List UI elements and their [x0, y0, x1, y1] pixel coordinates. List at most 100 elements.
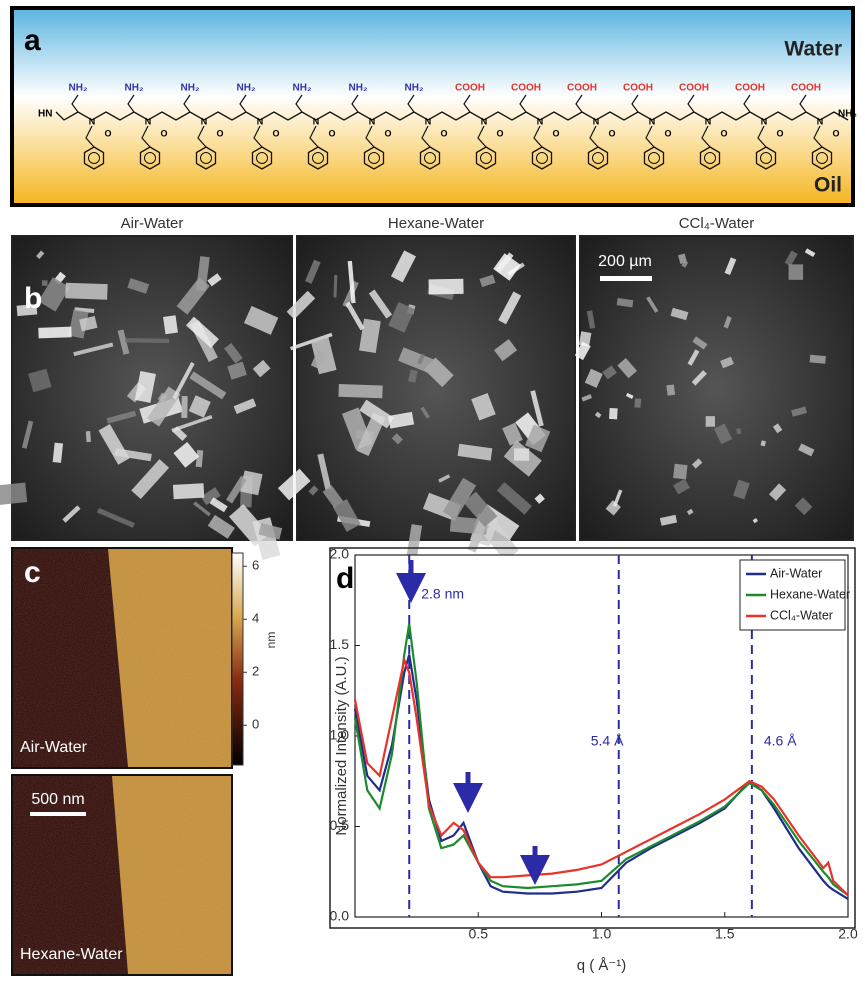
crystal-flake: [181, 396, 187, 418]
side-group: NH₂: [125, 83, 144, 94]
panel-label: d: [336, 562, 354, 595]
backbone-atom: O: [440, 128, 447, 138]
crystal-flake: [42, 280, 48, 286]
backbone-atom: O: [160, 128, 167, 138]
crystal-flake: [65, 283, 107, 300]
scale-bar: [600, 276, 652, 281]
legend: Air-Water Hexane-Water CCl₄-Water: [740, 560, 850, 630]
reference-label: 5.4 Å: [591, 733, 624, 749]
side-group: NH₂: [237, 83, 256, 94]
crystal-flake: [706, 416, 715, 427]
crystal-flake: [666, 384, 675, 395]
crystal-flake: [810, 355, 826, 364]
scale-bar-label: 500 nm: [31, 791, 84, 808]
crystal-flake: [163, 315, 178, 334]
crystal-flake: [338, 384, 382, 398]
panel-d: d0.00.51.01.52.00.51.01.52.0q ( Å⁻¹)Norm…: [330, 546, 858, 974]
x-tick-label: 1.0: [592, 926, 612, 942]
crystal-flake: [173, 483, 204, 499]
backbone-atom: N: [761, 116, 768, 126]
side-group: COOH: [623, 83, 653, 94]
side-group: NH₂: [69, 83, 88, 94]
x-tick-label: 2.0: [838, 926, 858, 942]
side-group: NH₂: [181, 83, 200, 94]
backbone-atom: O: [552, 128, 559, 138]
backbone-atom: O: [608, 128, 615, 138]
y-tick-label: 0.0: [330, 908, 350, 924]
crystal-flake: [429, 279, 464, 295]
image-title: CCl₄-Water: [679, 215, 755, 232]
y-tick-label: 2.0: [330, 546, 350, 562]
backbone-atom: N: [201, 116, 208, 126]
colorbar-tick-label: 0: [252, 717, 259, 732]
backbone-atom: N: [257, 116, 264, 126]
y-axis-label: Normalized Intensity (A.U.): [333, 656, 350, 835]
panel-label: c: [24, 556, 41, 589]
side-group: NH₂: [405, 83, 424, 94]
panel-label: a: [24, 24, 41, 57]
image-title: Hexane-Water: [388, 215, 484, 232]
x-tick-label: 0.5: [469, 926, 489, 942]
legend-label: Air-Water: [770, 566, 822, 580]
panel-b: Air-WaterHexane-WaterCCl₄-Waterb200 µm: [0, 215, 853, 561]
side-group: NH₂: [293, 83, 312, 94]
crystal-flake: [514, 448, 529, 461]
micrograph: [580, 236, 853, 540]
image-caption: Hexane-Water: [20, 946, 123, 963]
crystal-flake: [609, 408, 618, 419]
colorbar: [232, 553, 243, 765]
side-group: COOH: [735, 83, 765, 94]
side-group: COOH: [791, 83, 821, 94]
y-tick-label: 1.5: [330, 636, 350, 652]
phase-label: Water: [784, 38, 842, 61]
backbone-atom: N: [481, 116, 488, 126]
backbone-atom: N: [89, 116, 96, 126]
crystal-flake: [789, 264, 803, 279]
crystal-flake: [125, 338, 169, 343]
backbone-atom: N: [425, 116, 432, 126]
backbone-atom: O: [272, 128, 279, 138]
side-group: NH₂: [349, 83, 368, 94]
crystal-flake: [0, 483, 27, 506]
page: aWaterOilHNNH₂NONH₂NONH₂NONH₂NONH₂NONH₂N…: [0, 0, 865, 981]
backbone-atom: N: [705, 116, 712, 126]
crystal-flake: [86, 431, 91, 442]
backbone-atom: N: [593, 116, 600, 126]
backbone-atom: O: [328, 128, 335, 138]
backbone-atom: N: [145, 116, 152, 126]
x-axis-label: q ( Å⁻¹): [577, 957, 627, 974]
backbone-atom: O: [832, 128, 839, 138]
side-group: COOH: [567, 83, 597, 94]
backbone-atom: N: [313, 116, 320, 126]
crystal-flake: [38, 327, 71, 339]
image-title: Air-Water: [121, 215, 184, 232]
figure: aWaterOilHNNH₂NONH₂NONH₂NONH₂NONH₂NONH₂N…: [0, 0, 865, 981]
phase-label: Oil: [814, 174, 842, 197]
backbone-atom: O: [776, 128, 783, 138]
backbone-atom: O: [216, 128, 223, 138]
interface-panel: [12, 8, 853, 205]
scale-bar: [30, 812, 86, 816]
legend-label: CCl₄-Water: [770, 608, 833, 622]
panel-c: Air-WaterHexane-Waterc500 nm6420nm: [12, 548, 278, 975]
side-group: COOH: [679, 83, 709, 94]
colorbar-tick-label: 2: [252, 664, 259, 679]
backbone-atom: N: [817, 116, 824, 126]
legend-label: Hexane-Water: [770, 587, 850, 601]
backbone-atom: N: [537, 116, 544, 126]
reference-label: 2.8 nm: [421, 586, 464, 602]
afm-texture: [13, 549, 231, 767]
colorbar-tick-label: 6: [252, 558, 259, 573]
n-terminus: HN: [38, 109, 52, 120]
backbone-atom: O: [496, 128, 503, 138]
backbone-atom: N: [649, 116, 656, 126]
side-group: COOH: [455, 83, 485, 94]
colorbar-unit: nm: [264, 632, 278, 649]
backbone-atom: O: [384, 128, 391, 138]
crystal-flake: [673, 464, 687, 480]
x-tick-label: 1.5: [715, 926, 735, 942]
backbone-atom: O: [720, 128, 727, 138]
side-group: COOH: [511, 83, 541, 94]
crystal-flake: [634, 398, 641, 407]
colorbar-tick-label: 4: [252, 611, 259, 626]
